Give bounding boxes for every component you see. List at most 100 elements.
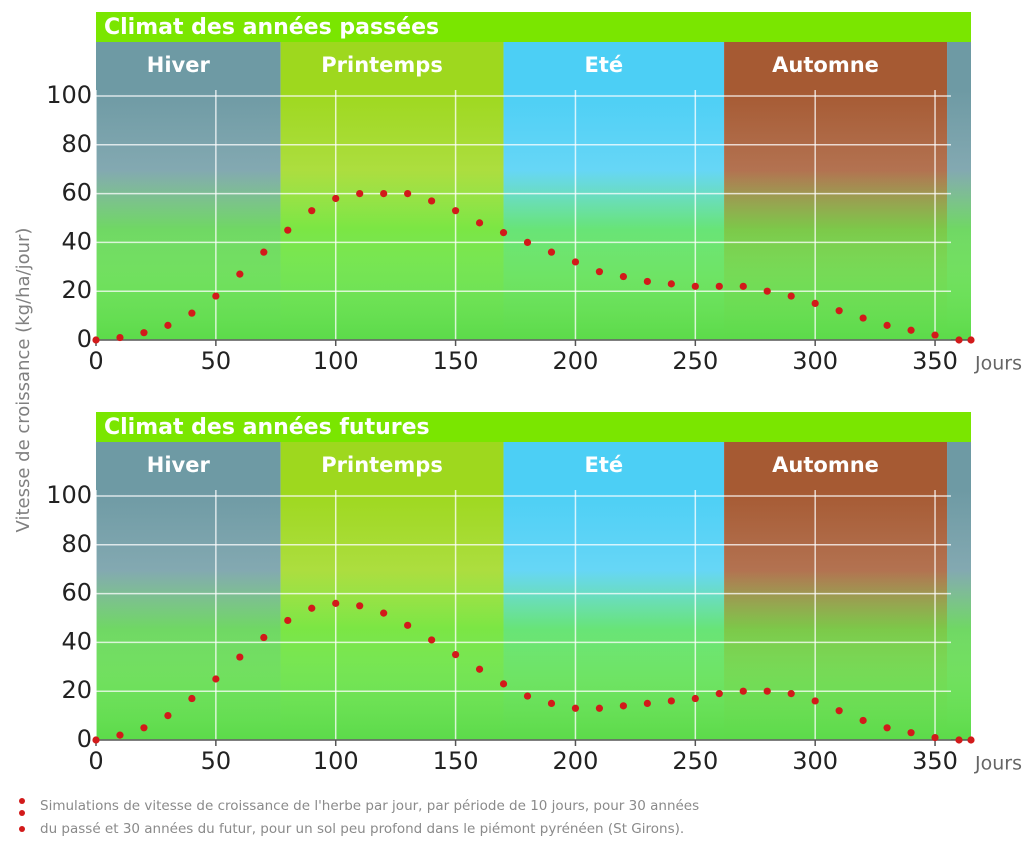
data-point (308, 207, 316, 215)
data-point (404, 190, 412, 198)
data-point (284, 616, 292, 625)
data-point (92, 336, 100, 344)
data-point (499, 229, 508, 237)
season-strip (503, 42, 725, 90)
x-tick-label: 300 (792, 347, 838, 375)
data-point (212, 675, 220, 683)
data-point (835, 307, 843, 315)
x-tick-label: 50 (201, 747, 232, 775)
x-tick-label: 50 (201, 347, 232, 375)
data-point (451, 207, 460, 215)
season-strip (96, 442, 281, 490)
data-point (763, 287, 771, 295)
data-point (811, 697, 819, 705)
data-point (619, 272, 627, 281)
data-point (164, 321, 172, 329)
data-point (859, 314, 867, 322)
data-point (931, 733, 939, 742)
data-point (451, 651, 460, 659)
y-axis-title: Vitesse de croissance (kg/ha/jour) (13, 228, 34, 533)
data-point (356, 190, 364, 198)
season-strip (724, 42, 948, 90)
data-point (380, 190, 388, 198)
season-strip (724, 442, 948, 490)
season-label: Hiver (147, 53, 211, 77)
y-tick-label: 100 (46, 81, 92, 109)
y-tick-label: 40 (61, 627, 92, 655)
data-point (835, 707, 843, 715)
data-point (140, 329, 148, 337)
season-strip (503, 442, 725, 490)
data-point (907, 326, 915, 334)
bullet (19, 826, 25, 832)
data-point (859, 716, 867, 725)
y-tick-label: 20 (61, 276, 92, 304)
data-point (787, 292, 795, 300)
x-tick-label: 300 (792, 747, 838, 775)
data-point (236, 270, 244, 278)
x-tick-label: 200 (553, 747, 599, 775)
season-label: Automne (772, 453, 879, 477)
x-tick-label: 150 (433, 347, 479, 375)
data-point (883, 321, 891, 329)
data-point (140, 724, 148, 732)
footnote: Simulations de vitesse de croissance de … (40, 798, 699, 814)
data-point (955, 336, 963, 344)
data-point (739, 687, 747, 695)
data-point (715, 282, 723, 290)
data-point (667, 697, 675, 705)
x-tick-label: 100 (313, 347, 359, 375)
data-point (787, 690, 795, 698)
season-label: Eté (584, 53, 623, 77)
season-label: Eté (584, 453, 623, 477)
x-tick-label: 150 (433, 747, 479, 775)
season-strip (96, 42, 281, 90)
data-point (164, 712, 172, 720)
data-point (667, 280, 675, 288)
x-axis-label: Jours (974, 753, 1022, 775)
data-point (739, 282, 747, 290)
data-point (691, 694, 699, 703)
data-point (284, 226, 292, 234)
data-point (547, 248, 556, 256)
season-strip (280, 442, 504, 490)
data-point (595, 704, 604, 712)
data-point (955, 736, 963, 744)
x-axis-label: Jours (974, 353, 1022, 375)
data-point (571, 704, 580, 712)
data-point (523, 692, 532, 700)
data-point (404, 621, 412, 629)
x-tick-label: 200 (553, 347, 599, 375)
panel-title: Climat des années passées (104, 15, 439, 40)
x-tick-label: 250 (672, 347, 718, 375)
data-point (475, 219, 484, 227)
x-tick-label: 0 (88, 747, 103, 775)
data-point (907, 729, 915, 737)
y-tick-label: 20 (61, 676, 92, 704)
data-point (92, 736, 100, 744)
data-point (428, 636, 436, 644)
season-strip (947, 42, 971, 90)
data-point (523, 238, 532, 246)
data-point (116, 333, 124, 342)
data-point (883, 724, 891, 732)
y-tick-label: 0 (77, 325, 92, 353)
data-point (643, 277, 651, 286)
data-point (332, 194, 340, 203)
y-tick-label: 80 (61, 130, 92, 158)
grass (96, 570, 971, 740)
data-point (260, 633, 268, 642)
y-tick-label: 80 (61, 530, 92, 558)
grass (96, 170, 971, 340)
data-point (188, 694, 196, 703)
data-point (499, 680, 508, 688)
y-tick-label: 60 (61, 579, 92, 607)
data-point (380, 609, 388, 617)
x-tick-label: 100 (313, 747, 359, 775)
data-point (428, 197, 436, 205)
panel-header (96, 412, 971, 442)
x-tick-label: 350 (912, 347, 958, 375)
data-point (260, 248, 268, 256)
panel-title: Climat des années futures (104, 415, 430, 440)
